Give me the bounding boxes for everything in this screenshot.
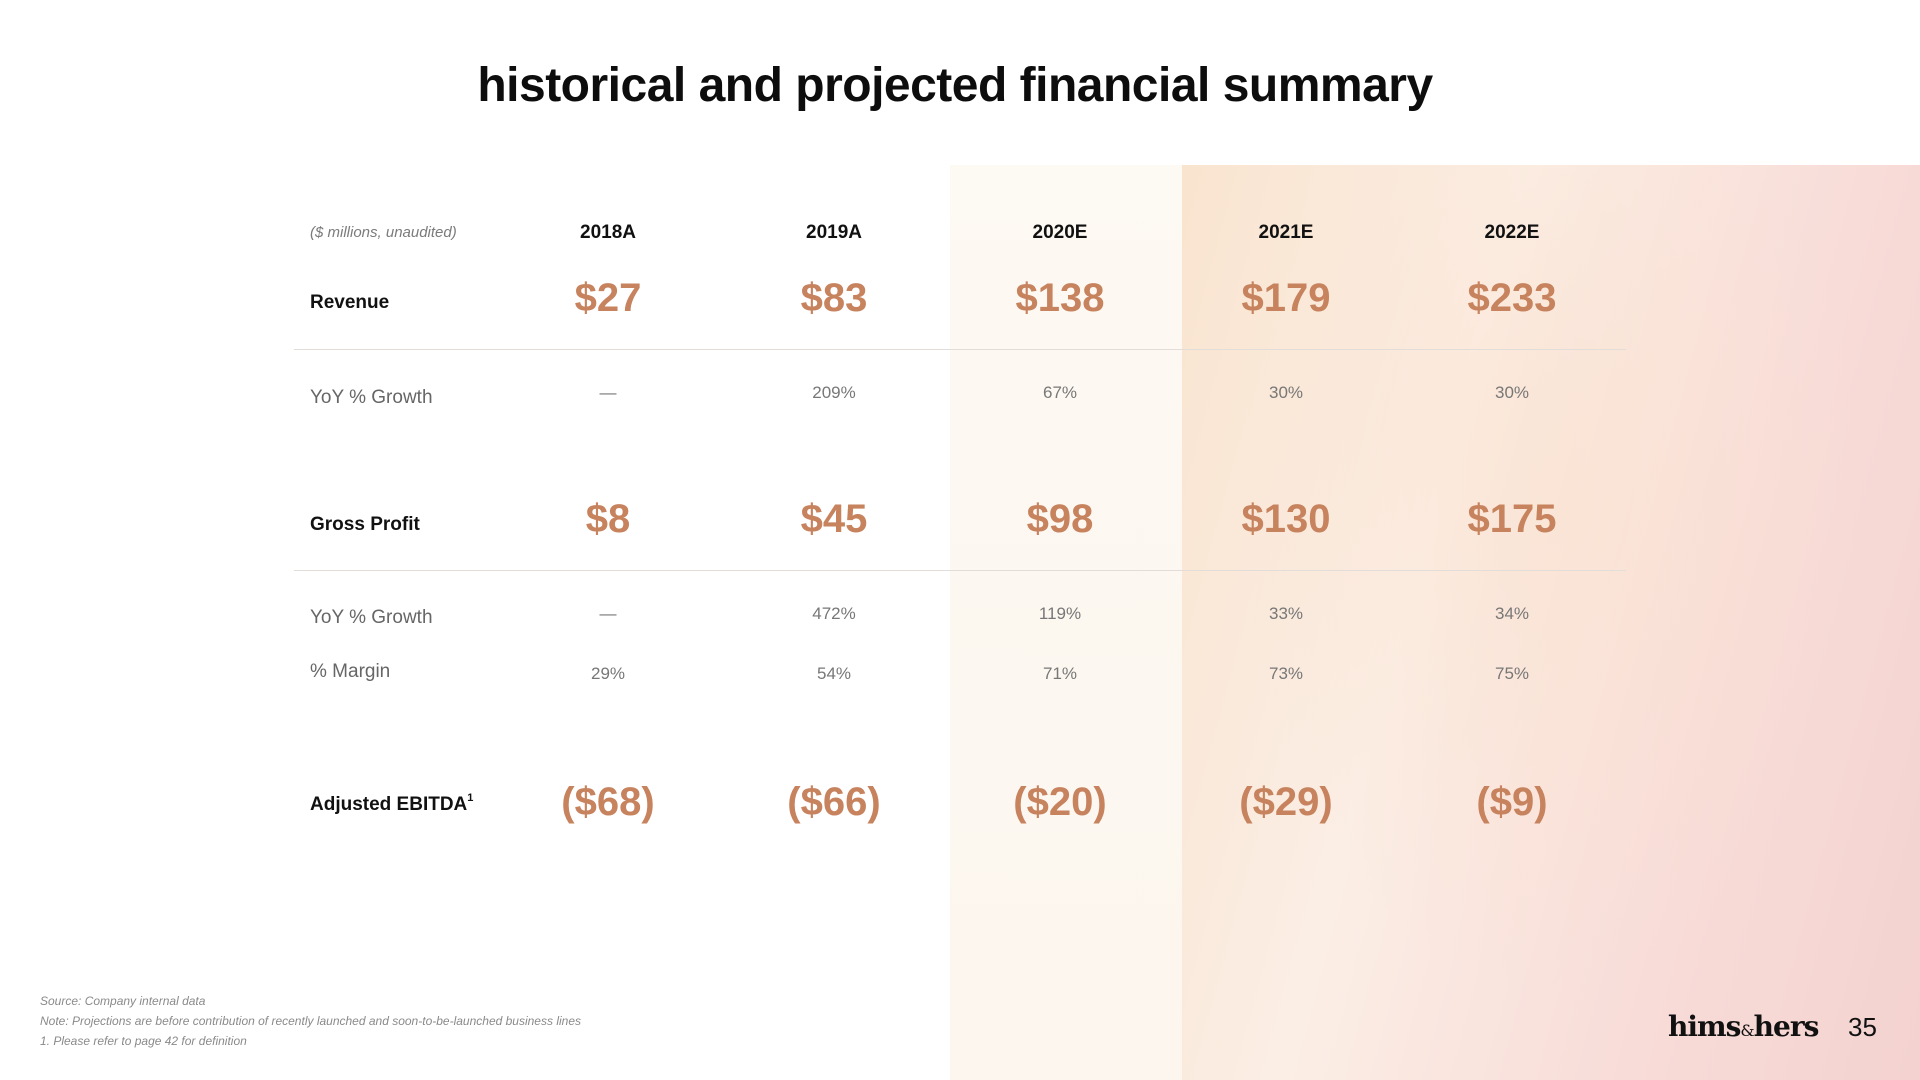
adjusted-ebitda-value: ($20) — [1013, 780, 1107, 824]
year-header-2021: 2021E — [1258, 222, 1314, 243]
margin-value: 29% — [590, 664, 626, 683]
revenue-value: $179 — [1241, 276, 1331, 320]
revenue-growth-label: YoY % Growth — [310, 387, 433, 408]
source-footnote: Source: Company internal data — [40, 994, 206, 1008]
page-title: historical and projected financial summa… — [477, 59, 1433, 112]
year-header-2019: 2019A — [806, 222, 862, 243]
adjusted-ebitda-value: ($66) — [787, 780, 881, 824]
units-label: ($ millions, unaudited) — [310, 224, 457, 241]
page-number: 35 — [1848, 1012, 1877, 1042]
adjusted-ebitda-value: ($9) — [1476, 780, 1548, 824]
gross-profit-label: Gross Profit — [310, 514, 420, 535]
definition-footnote: 1. Please refer to page 42 for definitio… — [40, 1034, 247, 1048]
revenue-growth-value: 67% — [1042, 383, 1078, 402]
year-header-2022: 2022E — [1484, 222, 1540, 243]
revenue-growth-value: — — [599, 383, 617, 402]
margin-value: 71% — [1042, 664, 1078, 683]
gross-profit-growth-value: 33% — [1268, 604, 1304, 623]
revenue-value: $138 — [1015, 276, 1105, 320]
hims-hers-logo: hims&hers — [1668, 1010, 1820, 1043]
revenue-value: $83 — [800, 276, 868, 320]
margin-value: 75% — [1494, 664, 1530, 683]
adjusted-ebitda-value: ($68) — [561, 780, 655, 824]
logo-left: hims — [1668, 1010, 1741, 1043]
revenue-divider — [294, 349, 1626, 350]
gross-profit-value: $130 — [1241, 497, 1331, 541]
gross-profit-growth-label: YoY % Growth — [310, 607, 433, 628]
adjusted-ebitda-label-text: Adjusted EBITDA — [310, 794, 468, 815]
margin-value: 54% — [816, 664, 852, 683]
revenue-growth-value: 30% — [1268, 383, 1304, 402]
gross-profit-growth-value: 472% — [812, 604, 856, 623]
projection-note: Note: Projections are before contributio… — [40, 1014, 581, 1028]
gross-profit-divider — [294, 570, 1626, 571]
revenue-growth-value: 209% — [812, 383, 856, 402]
adjusted-ebitda-value: ($29) — [1239, 780, 1333, 824]
gross-profit-value: $45 — [800, 497, 868, 541]
gross-profit-value: $98 — [1026, 497, 1094, 541]
adjusted-ebitda-label: Adjusted EBITDA1 — [310, 792, 474, 816]
revenue-value: $27 — [574, 276, 642, 320]
margin-label: % Margin — [310, 661, 391, 682]
revenue-growth-value: 30% — [1494, 383, 1530, 402]
margin-value: 73% — [1268, 664, 1304, 683]
projection-background — [1182, 165, 1920, 1080]
gross-profit-value: $8 — [585, 497, 631, 541]
logo-ampersand: & — [1740, 1021, 1754, 1040]
gross-profit-growth-value: 34% — [1494, 604, 1530, 623]
footnote-marker: 1 — [467, 792, 474, 804]
logo-right: hers — [1753, 1010, 1820, 1043]
year-header-2020: 2020E — [1032, 222, 1088, 243]
revenue-value: $233 — [1467, 276, 1557, 320]
year-header-2018: 2018A — [580, 222, 636, 243]
estimate-2020-background — [950, 165, 1182, 1080]
gross-profit-growth-value: 119% — [1038, 604, 1082, 623]
revenue-label: Revenue — [310, 292, 390, 313]
gross-profit-growth-value: — — [599, 604, 617, 623]
gross-profit-value: $175 — [1467, 497, 1557, 541]
